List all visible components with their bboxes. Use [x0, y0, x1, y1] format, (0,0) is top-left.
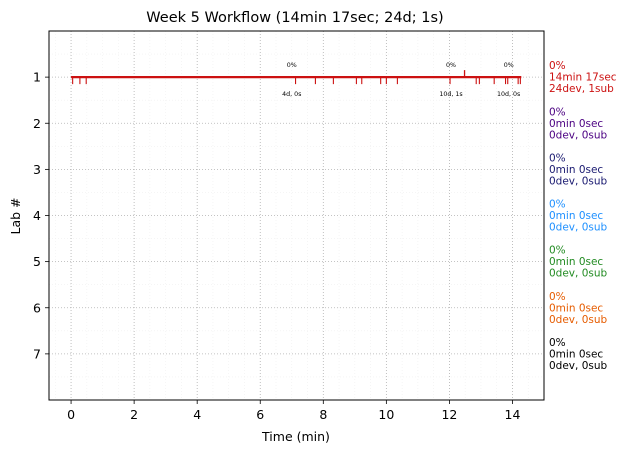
lab-7-summary-line: 0dev, 0sub — [549, 360, 608, 372]
lab-4-summary-line: 0dev, 0sub — [549, 222, 608, 234]
x-tick-label: 0 — [67, 407, 75, 422]
annotation-percent: 0% — [504, 62, 514, 69]
chart-title: Week 5 Workflow (14min 17sec; 24d; 1s) — [146, 10, 443, 26]
lab-5-summary-line: 0dev, 0sub — [549, 268, 608, 280]
lab-5-summary-line: 0% — [549, 245, 566, 257]
annotation-percent: 0% — [287, 62, 297, 69]
lab-2-summary-line: 0% — [549, 106, 566, 118]
x-axis-label: Time (min) — [261, 429, 330, 444]
plot-frame — [48, 30, 545, 401]
lab-2-summary-line: 0dev, 0sub — [549, 129, 608, 141]
annotation-counts: 10d, 0s — [497, 91, 520, 98]
x-tick-label: 4 — [193, 407, 201, 422]
annotation-percent: 0% — [446, 62, 456, 69]
lab-6-summary-line: 0% — [549, 291, 566, 303]
x-tick-label: 2 — [130, 407, 138, 422]
y-tick-label: 1 — [33, 70, 41, 85]
y-tick-label: 6 — [33, 300, 41, 315]
annotation-counts: 10d, 1s — [439, 91, 462, 98]
lab-5-summary-line: 0min 0sec — [549, 256, 603, 268]
x-tick-label: 6 — [256, 407, 264, 422]
x-tick-label: 10 — [378, 407, 394, 422]
y-axis-ticks: 1 2 3 4 5 6 7 — [33, 70, 49, 361]
lab-4-summary-line: 0% — [549, 199, 566, 211]
y-tick-label: 7 — [33, 346, 41, 361]
lab-2-summary-line: 0min 0sec — [549, 118, 603, 130]
lab-4-summary-line: 0min 0sec — [549, 210, 603, 222]
lab-3-summary-line: 0% — [549, 152, 566, 164]
lab-7-summary-line: 0% — [549, 337, 566, 349]
x-tick-label: 8 — [319, 407, 327, 422]
y-tick-label: 4 — [33, 208, 41, 223]
y-tick-label: 3 — [33, 162, 41, 177]
annotation-counts: 4d, 0s — [282, 91, 301, 98]
x-axis-ticks: 0 2 4 6 8 10 12 14 — [67, 400, 520, 422]
event-markers — [71, 70, 522, 85]
lab-3-summary-line: 0min 0sec — [549, 164, 603, 176]
lab-6-summary-line: 0dev, 0sub — [549, 314, 608, 326]
lab-1-summary-line: 0% — [549, 60, 566, 72]
x-tick-label: 14 — [505, 407, 521, 422]
lab-7-summary-line: 0min 0sec — [549, 348, 603, 360]
lab-1-summary-line: 24dev, 1sub — [549, 83, 614, 95]
grid — [49, 31, 545, 400]
lab-6-summary-line: 0min 0sec — [549, 302, 603, 314]
y-tick-label: 5 — [33, 254, 41, 269]
lab-1-summary-line: 14min 17sec — [549, 72, 617, 84]
y-axis-label: Lab # — [8, 197, 23, 234]
lab-3-summary-line: 0dev, 0sub — [549, 175, 608, 187]
y-tick-label: 2 — [33, 116, 41, 131]
x-tick-label: 12 — [441, 407, 457, 422]
annotations: 0% 4d, 0s 0% 10d, 1s 0% 10d, 0s — [282, 62, 520, 98]
